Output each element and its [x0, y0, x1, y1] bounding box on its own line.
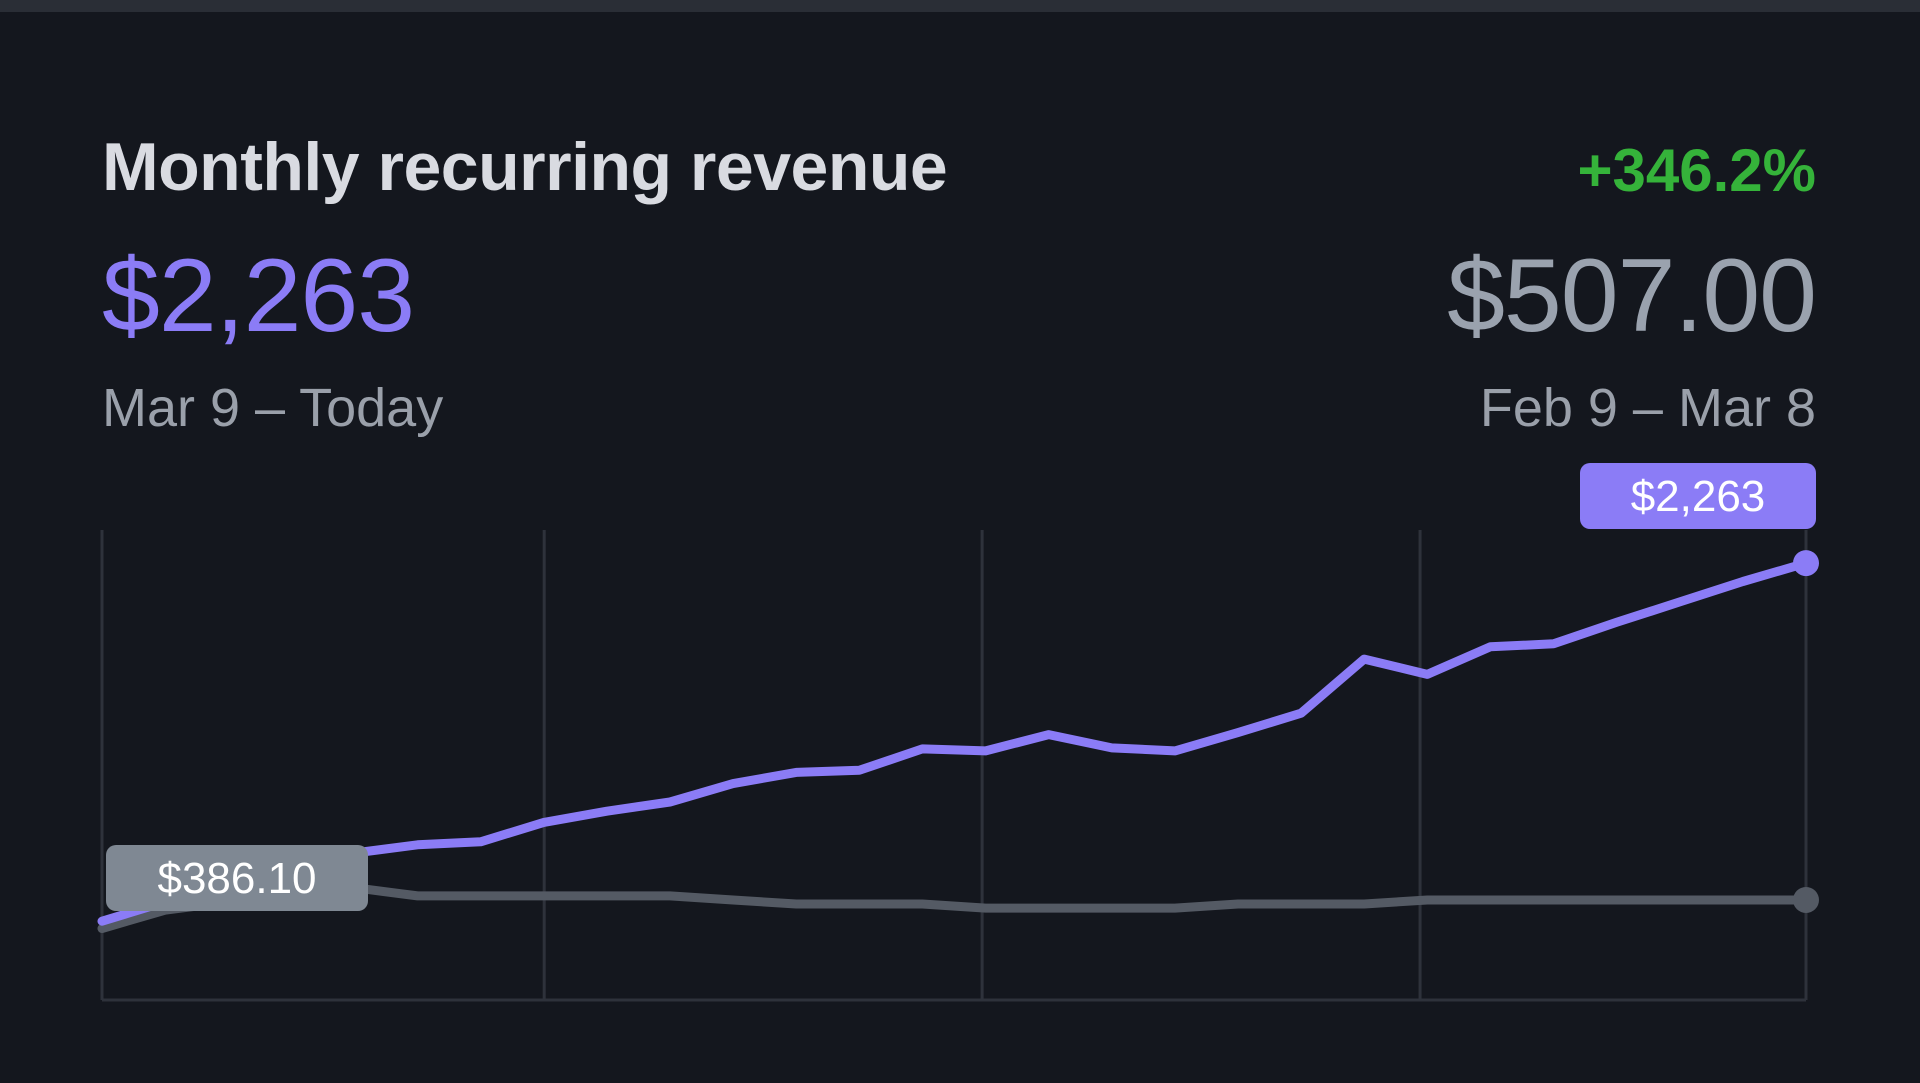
previous-period-value: $507.00 — [1447, 238, 1817, 354]
chart-title: Monthly recurring revenue — [102, 129, 948, 205]
previous-series-line — [97, 883, 1811, 933]
current-period-range: Mar 9 – Today — [102, 378, 444, 438]
current-period-value: $2,263 — [102, 238, 415, 354]
previous-point-27 — [1793, 886, 1819, 913]
change-percent: +346.2% — [1577, 137, 1816, 204]
current-series-line — [97, 558, 1811, 926]
top-divider — [0, 0, 1920, 12]
previous-start-tag — [106, 845, 368, 911]
chart-gridlines — [100, 530, 1808, 1002]
previous-period-range: Feb 9 – Mar 8 — [1479, 378, 1816, 438]
chart-series — [97, 550, 1819, 933]
chart-value-tags: $2,263 $386.10 — [106, 463, 1816, 911]
previous-start-tag-label: $386.10 — [157, 854, 316, 903]
current-end-tag-label: $2,263 — [1631, 472, 1766, 521]
current-point-27 — [1793, 550, 1819, 577]
current-end-tag — [1580, 463, 1816, 529]
